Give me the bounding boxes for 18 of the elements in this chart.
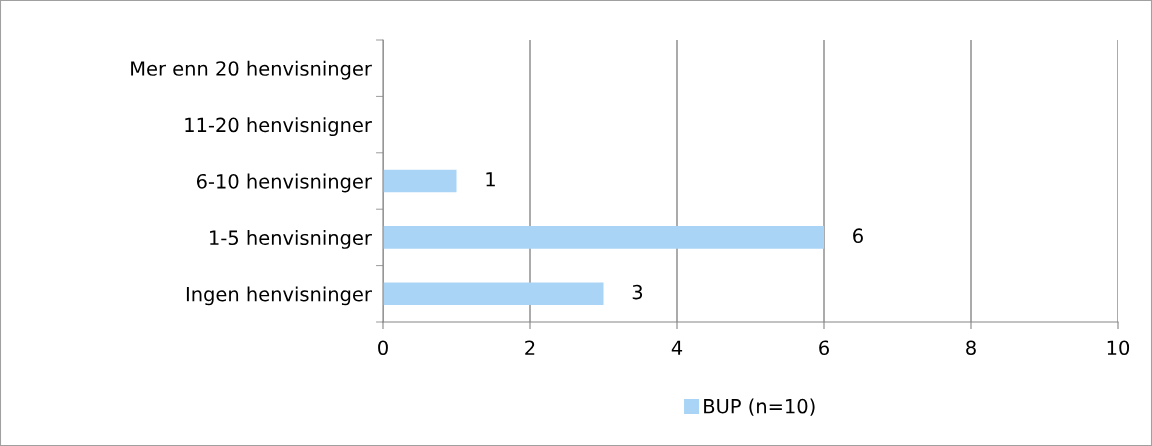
x-tick-label: 0: [378, 340, 388, 356]
bar: [383, 282, 604, 306]
x-tick-label: 10: [1107, 340, 1130, 356]
y-tick-label: Mer enn 20 henvisninger: [131, 60, 372, 80]
y-tick-label: 6-10 henvisninger: [196, 173, 372, 193]
x-tick-label: 4: [671, 340, 683, 355]
data-label: 6: [853, 228, 863, 244]
y-tick-label: Ingen henvisninger: [186, 286, 372, 306]
y-tick-label: 11-20 henvisnigner: [185, 117, 372, 137]
bar: [383, 226, 824, 249]
x-tick-label: 8: [966, 340, 976, 356]
x-tick-label: 6: [819, 340, 829, 356]
x-tick-label: 2: [525, 340, 535, 355]
legend-label: BUP (n=10): [704, 398, 815, 416]
y-tick-label: 1-5 henvisninger: [210, 230, 372, 249]
data-label: 1: [486, 172, 495, 187]
bar: [383, 169, 457, 193]
data-label: 3: [632, 284, 643, 300]
